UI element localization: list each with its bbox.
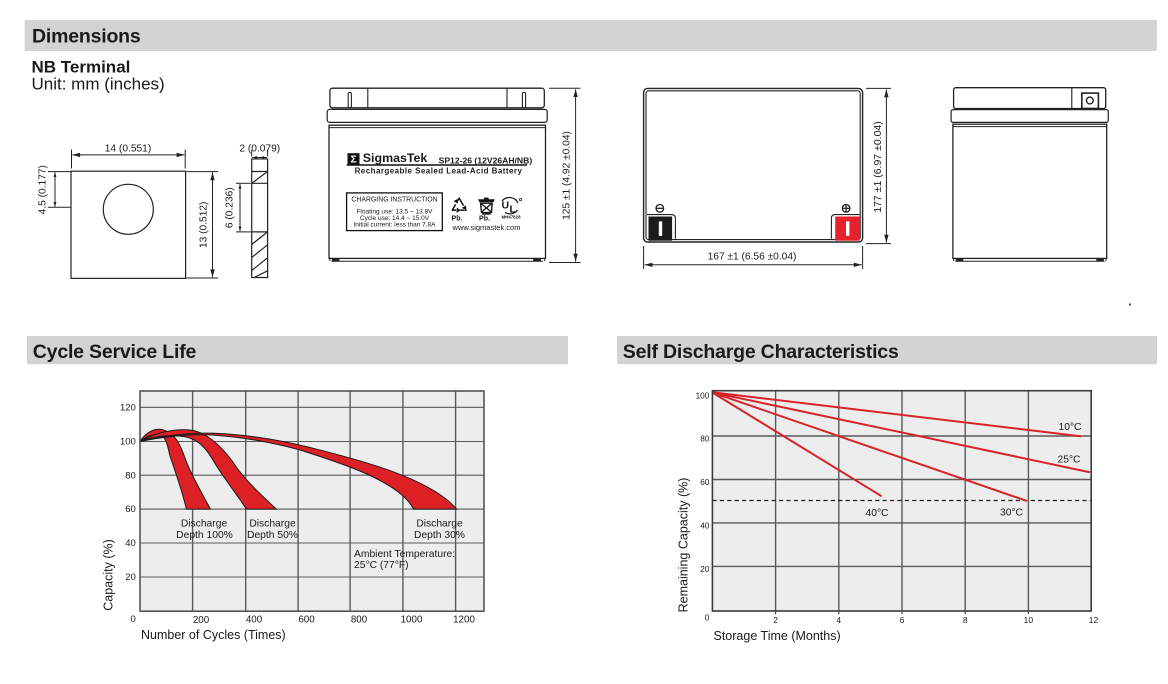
svg-text:25°C: 25°C: [1057, 455, 1081, 466]
svg-text:6: 6: [900, 615, 905, 625]
svg-text:200: 200: [193, 615, 210, 626]
svg-text:SP12-26 (12V26AH/NB): SP12-26 (12V26AH/NB): [439, 155, 533, 165]
svg-text:Depth 100%: Depth 100%: [176, 530, 233, 541]
svg-text:Remaining Capacity (%): Remaining Capacity (%): [677, 478, 691, 613]
svg-text:2: 2: [773, 615, 778, 625]
svg-text:40°C: 40°C: [865, 508, 889, 519]
svg-text:10: 10: [1024, 615, 1034, 625]
svg-text:20: 20: [125, 572, 136, 583]
svg-text:10°C: 10°C: [1058, 422, 1082, 433]
svg-text:100: 100: [120, 437, 136, 448]
svg-text:Initial current: less than 7.8: Initial current: less than 7.8A: [353, 221, 436, 228]
svg-text:30°C: 30°C: [1000, 507, 1024, 518]
svg-text:U: U: [502, 200, 510, 212]
svg-text:Discharge: Discharge: [181, 519, 228, 530]
svg-text:400: 400: [246, 615, 263, 626]
svg-text:120: 120: [120, 403, 136, 414]
svg-text:Cycle Service Life: Cycle Service Life: [33, 341, 197, 363]
svg-text:4: 4: [836, 615, 841, 625]
svg-text:Pb.: Pb.: [479, 216, 490, 223]
svg-text:Capacity (%): Capacity (%): [102, 539, 116, 611]
svg-text:20: 20: [700, 565, 710, 574]
svg-text:60: 60: [125, 504, 136, 515]
svg-text:Pb.: Pb.: [452, 216, 463, 223]
svg-text:167 ±1 (6.56 ±0.04): 167 ±1 (6.56 ±0.04): [708, 252, 797, 263]
svg-text:60: 60: [700, 478, 710, 487]
svg-text:NB Terminal: NB Terminal: [32, 57, 131, 76]
svg-text:Dimensions: Dimensions: [32, 25, 141, 47]
svg-text:80: 80: [125, 470, 136, 481]
svg-text:13 (0.512): 13 (0.512): [199, 202, 210, 248]
svg-text:40: 40: [125, 538, 136, 549]
svg-text:Storage Time (Months): Storage Time (Months): [714, 629, 841, 643]
svg-text:100: 100: [696, 392, 710, 401]
svg-text:14 (0.551): 14 (0.551): [105, 143, 151, 154]
svg-text:Discharge: Discharge: [249, 519, 296, 530]
svg-text:Cycle use: 14.4 ~ 15.0V: Cycle use: 14.4 ~ 15.0V: [360, 215, 430, 222]
svg-text:1000: 1000: [401, 615, 423, 626]
svg-text:8: 8: [963, 615, 968, 625]
svg-text:4.5 (0.177): 4.5 (0.177): [38, 165, 49, 214]
svg-text:800: 800: [351, 615, 368, 626]
svg-text:0: 0: [705, 613, 710, 622]
svg-text:Ambient Temperature:: Ambient Temperature:: [354, 549, 455, 560]
svg-text:25°C (77°F): 25°C (77°F): [354, 560, 409, 571]
svg-text:CHARGING INSTRUCTION: CHARGING INSTRUCTION: [351, 197, 437, 204]
svg-text:Depth 50%: Depth 50%: [247, 530, 298, 541]
svg-text:www.sigmastek.com: www.sigmastek.com: [452, 223, 521, 232]
svg-text:40: 40: [700, 521, 710, 530]
svg-text:Self Discharge Characteristics: Self Discharge Characteristics: [623, 341, 899, 363]
svg-text:1200: 1200: [453, 615, 475, 626]
svg-text:Unit: mm (inches): Unit: mm (inches): [32, 75, 165, 94]
svg-text:177 ±1 (6.97 ±0.04): 177 ±1 (6.97 ±0.04): [872, 121, 884, 213]
svg-text:Number of Cycles (Times): Number of Cycles (Times): [141, 628, 286, 642]
svg-text:Floating use: 13.5 ~ 13.8V: Floating use: 13.5 ~ 13.8V: [356, 209, 433, 216]
svg-text:Discharge: Discharge: [416, 519, 463, 530]
svg-text:L: L: [510, 204, 517, 216]
svg-text:Depth 30%: Depth 30%: [414, 530, 465, 541]
svg-text:80: 80: [700, 435, 710, 444]
svg-text:Rechargeable Sealed Lead-Acid: Rechargeable Sealed Lead-Acid Battery: [355, 166, 523, 175]
svg-text:SigmasTek: SigmasTek: [363, 151, 428, 165]
svg-text:Σ: Σ: [350, 154, 356, 166]
svg-text:MH47828: MH47828: [501, 215, 521, 220]
svg-text:6 (0.236): 6 (0.236): [225, 187, 236, 228]
svg-text:125 ±1 (4.92 ±0.04): 125 ±1 (4.92 ±0.04): [562, 131, 573, 220]
svg-text:600: 600: [298, 615, 315, 626]
svg-text:2 (0.079): 2 (0.079): [239, 143, 280, 154]
svg-text:0: 0: [131, 614, 136, 625]
svg-text:12: 12: [1089, 615, 1099, 625]
